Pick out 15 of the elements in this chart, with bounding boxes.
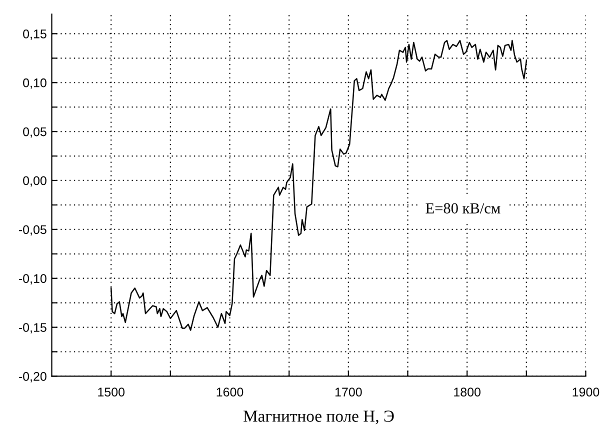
x-tick-label: 1600 <box>216 388 244 397</box>
y-tick-label: -0,20 <box>18 372 46 382</box>
x-tick-label: 1800 <box>454 388 480 397</box>
y-tick-label: -0,15 <box>18 323 46 334</box>
y-tick-label: 0,05 <box>23 127 46 138</box>
x-tick-label: 1900 <box>572 388 600 397</box>
y-tick-label: -0,10 <box>18 274 46 284</box>
annotation: E=80 кВ/см <box>426 203 500 214</box>
y-tick-label: -0,05 <box>18 225 46 236</box>
y-tick-label: 0,10 <box>23 78 46 89</box>
x-axis-title: Магнитное поле H, Э <box>243 410 394 424</box>
y-tick-label: 0,15 <box>23 29 46 40</box>
x-tick-label: 1700 <box>335 388 362 397</box>
y-tick-label: 0,00 <box>23 176 46 187</box>
x-tick-label: 1500 <box>98 388 125 397</box>
